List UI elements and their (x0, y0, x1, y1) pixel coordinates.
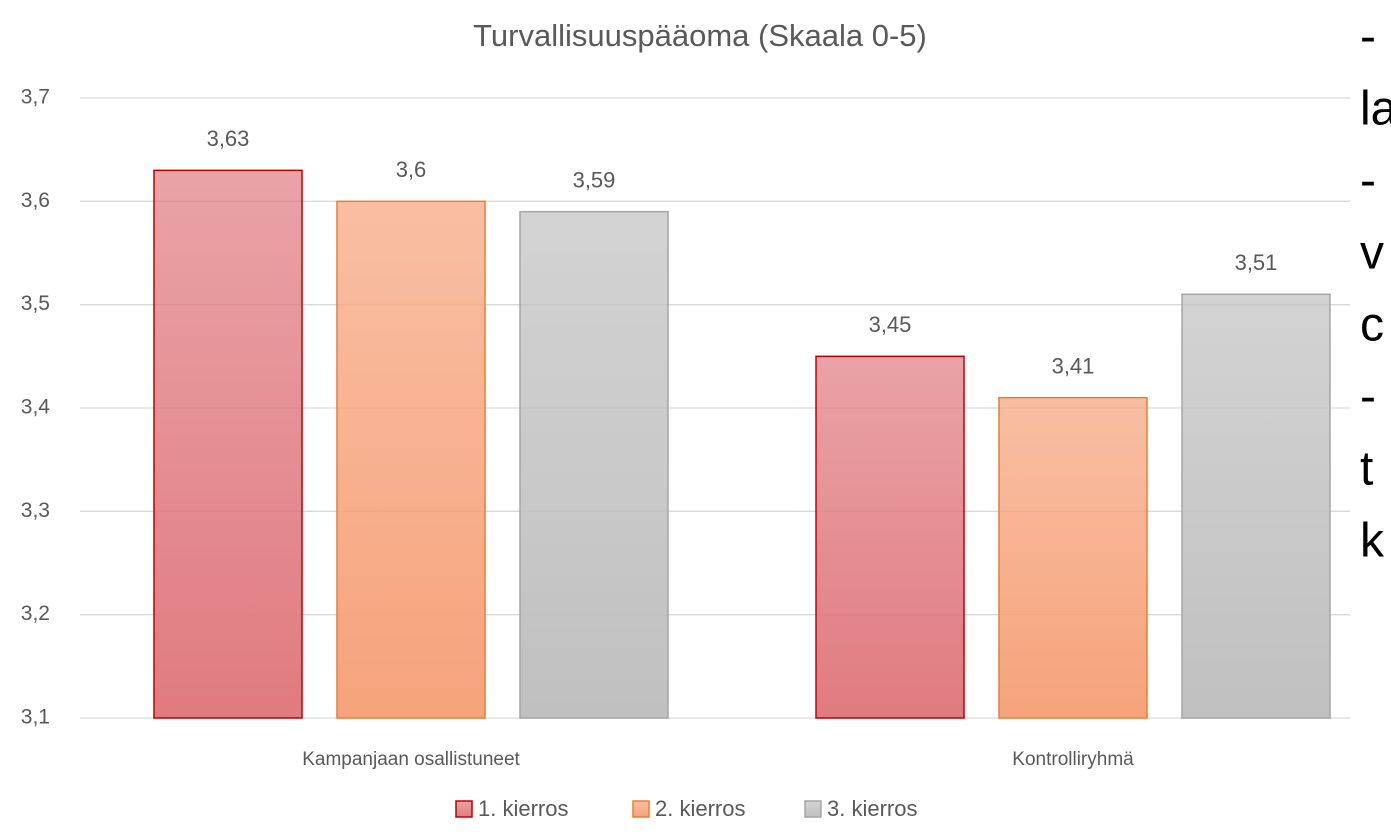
y-tick-label: 3,3 (21, 499, 50, 522)
bar (1181, 293, 1331, 719)
x-tick-label: Kontrolliryhmä (1012, 749, 1134, 770)
y-tick-label: 3,7 (21, 86, 50, 109)
data-label: 3,59 (573, 167, 616, 192)
side-text: k (1360, 515, 1385, 568)
side-text: v (1360, 227, 1384, 280)
data-label: 3,45 (869, 312, 912, 337)
legend-swatch (455, 800, 473, 818)
data-label: 3,41 (1052, 353, 1095, 378)
chart-title: Turvallisuuspääoma (Skaala 0-5) (473, 18, 927, 53)
legend-label: 3. kierros (827, 796, 917, 821)
bar (998, 396, 1148, 719)
bar (519, 210, 669, 719)
legend-swatch (632, 800, 650, 818)
bar (153, 169, 303, 719)
data-label: 3,6 (396, 157, 427, 182)
y-tick-label: 3,2 (21, 602, 50, 625)
side-text: - (1360, 155, 1376, 208)
legend-swatch (804, 800, 822, 818)
legend-label: 2. kierros (655, 796, 745, 821)
x-tick-label: Kampanjaan osallistuneet (302, 749, 520, 770)
side-text: t (1360, 443, 1373, 496)
side-text: - (1360, 11, 1376, 64)
bar (815, 355, 965, 719)
y-tick-label: 3,5 (21, 292, 50, 315)
y-tick-label: 3,6 (21, 189, 50, 212)
legend-label: 1. kierros (478, 796, 568, 821)
side-text: - (1360, 371, 1376, 424)
data-label: 3,51 (1235, 250, 1278, 275)
y-tick-label: 3,1 (21, 706, 50, 729)
y-tick-label: 3,4 (21, 396, 51, 419)
side-text: la (1360, 83, 1391, 136)
side-text: c (1360, 299, 1384, 352)
data-label: 3,63 (207, 126, 250, 151)
bar (336, 200, 486, 719)
